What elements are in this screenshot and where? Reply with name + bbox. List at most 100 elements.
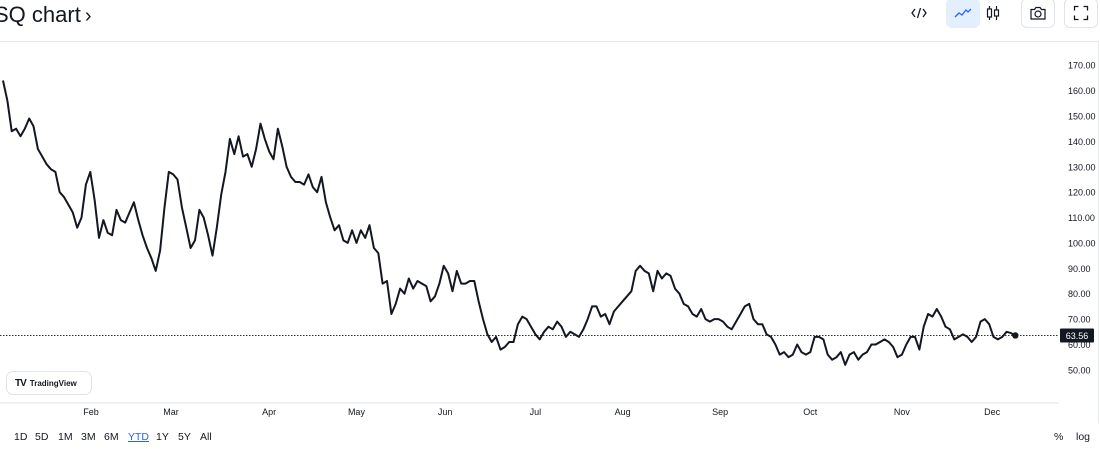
data-point[interactable] bbox=[895, 355, 900, 360]
data-point[interactable] bbox=[664, 271, 669, 276]
data-point[interactable] bbox=[236, 134, 241, 139]
data-point[interactable] bbox=[75, 225, 80, 230]
data-point[interactable] bbox=[646, 271, 651, 276]
data-point[interactable] bbox=[275, 126, 280, 131]
data-point[interactable] bbox=[454, 268, 459, 273]
data-point[interactable] bbox=[105, 230, 110, 235]
range-all[interactable]: All bbox=[200, 431, 212, 443]
snapshot-button[interactable] bbox=[1021, 0, 1055, 28]
data-point[interactable] bbox=[354, 240, 359, 245]
data-point[interactable] bbox=[306, 172, 311, 177]
data-point[interactable] bbox=[297, 180, 302, 185]
data-point[interactable] bbox=[328, 215, 333, 220]
data-point[interactable] bbox=[393, 301, 398, 306]
data-point[interactable] bbox=[865, 350, 870, 355]
data-point[interactable] bbox=[642, 268, 647, 273]
data-point[interactable] bbox=[699, 306, 704, 311]
data-point[interactable] bbox=[441, 263, 446, 268]
data-point[interactable] bbox=[838, 350, 843, 355]
range-ytd[interactable]: YTD bbox=[128, 431, 149, 443]
data-point[interactable] bbox=[398, 286, 403, 291]
data-point[interactable] bbox=[947, 327, 952, 332]
data-point[interactable] bbox=[694, 314, 699, 319]
data-point[interactable] bbox=[611, 309, 616, 314]
range-1m[interactable]: 1M bbox=[58, 431, 73, 443]
data-point[interactable] bbox=[40, 154, 45, 159]
data-point[interactable] bbox=[450, 289, 455, 294]
data-point[interactable] bbox=[437, 281, 442, 286]
data-point[interactable] bbox=[406, 276, 411, 281]
data-point[interactable] bbox=[777, 352, 782, 357]
data-point[interactable] bbox=[952, 337, 957, 342]
range-5d[interactable]: 5D bbox=[35, 431, 49, 443]
data-point[interactable] bbox=[83, 182, 88, 187]
data-point[interactable] bbox=[249, 164, 254, 169]
data-point[interactable] bbox=[171, 172, 176, 177]
data-point[interactable] bbox=[1004, 329, 1009, 334]
data-point[interactable] bbox=[145, 246, 150, 251]
data-point[interactable] bbox=[734, 319, 739, 324]
data-point[interactable] bbox=[489, 339, 494, 344]
tradingview-logo[interactable]: TV TradingView bbox=[7, 372, 91, 394]
data-point[interactable] bbox=[651, 289, 656, 294]
data-point[interactable] bbox=[638, 263, 643, 268]
data-point[interactable] bbox=[725, 324, 730, 329]
data-point[interactable] bbox=[1, 78, 6, 83]
data-point[interactable] bbox=[188, 246, 193, 251]
data-point[interactable] bbox=[625, 294, 630, 299]
data-point[interactable] bbox=[284, 164, 289, 169]
data-point[interactable] bbox=[834, 355, 839, 360]
data-point[interactable] bbox=[262, 136, 267, 141]
data-point[interactable] bbox=[319, 174, 324, 179]
data-point[interactable] bbox=[428, 299, 433, 304]
data-point[interactable] bbox=[860, 352, 865, 357]
data-point[interactable] bbox=[227, 136, 232, 141]
data-point[interactable] bbox=[57, 190, 62, 195]
data-point[interactable] bbox=[886, 339, 891, 344]
data-point[interactable] bbox=[14, 126, 19, 131]
data-point[interactable] bbox=[201, 215, 206, 220]
data-point[interactable] bbox=[673, 286, 678, 291]
data-point[interactable] bbox=[293, 180, 298, 185]
data-point[interactable] bbox=[511, 339, 516, 344]
data-point[interactable] bbox=[193, 238, 198, 243]
data-point[interactable] bbox=[402, 291, 407, 296]
data-point[interactable] bbox=[245, 152, 250, 157]
chart-title[interactable]: SQ chart › bbox=[0, 2, 91, 28]
log-scale-toggle[interactable]: log bbox=[1076, 431, 1091, 443]
data-point[interactable] bbox=[70, 210, 75, 215]
data-point[interactable] bbox=[878, 339, 883, 344]
data-point[interactable] bbox=[533, 332, 538, 337]
data-point[interactable] bbox=[607, 322, 612, 327]
data-point[interactable] bbox=[158, 248, 163, 253]
data-point[interactable] bbox=[367, 223, 372, 228]
data-point[interactable] bbox=[803, 352, 808, 357]
data-point[interactable] bbox=[289, 174, 294, 179]
data-point[interactable] bbox=[271, 157, 276, 162]
data-point[interactable] bbox=[502, 345, 507, 350]
data-point[interactable] bbox=[419, 281, 424, 286]
data-point[interactable] bbox=[690, 312, 695, 317]
data-point[interactable] bbox=[27, 116, 32, 121]
data-point[interactable] bbox=[507, 339, 512, 344]
data-point[interactable] bbox=[555, 319, 560, 324]
data-point[interactable] bbox=[620, 299, 625, 304]
data-point[interactable] bbox=[590, 304, 595, 309]
data-point[interactable] bbox=[206, 233, 211, 238]
data-point[interactable] bbox=[550, 327, 555, 332]
data-point[interactable] bbox=[88, 169, 93, 174]
data-point[interactable] bbox=[127, 210, 132, 215]
data-point[interactable] bbox=[786, 355, 791, 360]
data-point[interactable] bbox=[851, 350, 856, 355]
data-point[interactable] bbox=[350, 228, 355, 233]
data-point[interactable] bbox=[9, 129, 14, 134]
data-point[interactable] bbox=[542, 329, 547, 334]
data-point[interactable] bbox=[337, 223, 342, 228]
data-point[interactable] bbox=[939, 314, 944, 319]
data-point[interactable] bbox=[214, 225, 219, 230]
data-point[interactable] bbox=[62, 195, 67, 200]
data-point[interactable] bbox=[843, 362, 848, 367]
data-point[interactable] bbox=[703, 317, 708, 322]
data-point[interactable] bbox=[149, 256, 154, 261]
data-point[interactable] bbox=[358, 228, 363, 233]
